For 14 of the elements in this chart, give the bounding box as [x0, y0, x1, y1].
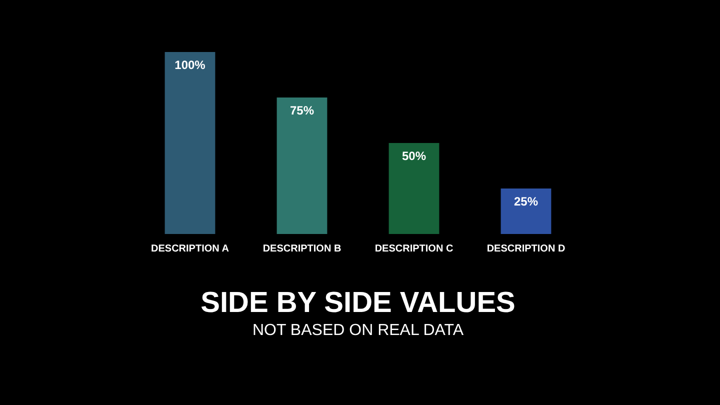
data-label: 100% [174, 58, 206, 72]
data-label: 50% [402, 149, 426, 163]
x-tick-label: DESCRIPTION D [486, 244, 566, 254]
data-label: 25% [514, 194, 538, 208]
x-tick-label: DESCRIPTION C [374, 244, 454, 254]
bar [500, 188, 552, 234]
bar [276, 98, 328, 234]
data-label: 75% [290, 104, 314, 118]
x-tick-label: DESCRIPTION A [151, 244, 229, 254]
bar [164, 52, 216, 234]
bar [388, 143, 440, 234]
x-tick-label: DESCRIPTION B [262, 244, 342, 254]
text: NOT BASED ON REAL DATA [252, 322, 464, 339]
text: SIDE BY SIDE VALUES [200, 287, 516, 319]
